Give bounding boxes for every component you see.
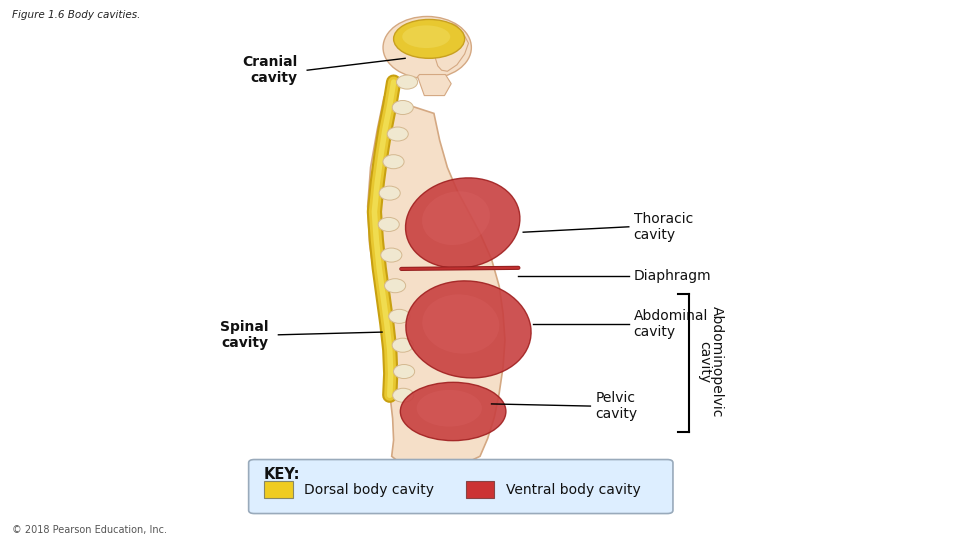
Text: Cranial
cavity: Cranial cavity [242, 55, 298, 85]
Ellipse shape [405, 178, 520, 268]
Text: Spinal
cavity: Spinal cavity [220, 320, 269, 350]
Ellipse shape [402, 25, 450, 48]
Text: Figure 1.6 Body cavities.: Figure 1.6 Body cavities. [12, 10, 140, 20]
Polygon shape [435, 22, 468, 71]
Ellipse shape [393, 100, 414, 114]
Ellipse shape [383, 154, 404, 168]
Polygon shape [368, 97, 505, 471]
Ellipse shape [389, 309, 410, 323]
Text: Ventral body cavity: Ventral body cavity [506, 483, 640, 497]
Ellipse shape [406, 281, 531, 378]
Text: Dorsal body cavity: Dorsal body cavity [304, 483, 434, 497]
Ellipse shape [383, 16, 471, 78]
Ellipse shape [385, 279, 406, 293]
Ellipse shape [379, 186, 400, 200]
Text: Abdominal
cavity: Abdominal cavity [634, 309, 708, 339]
Text: Diaphragm: Diaphragm [634, 269, 711, 284]
FancyBboxPatch shape [466, 481, 494, 498]
Ellipse shape [392, 338, 413, 352]
Ellipse shape [393, 388, 414, 402]
Text: Pelvic
cavity: Pelvic cavity [595, 391, 637, 421]
Ellipse shape [394, 364, 415, 379]
Ellipse shape [422, 191, 490, 245]
Ellipse shape [394, 19, 465, 58]
Text: Abdominopelvic
cavity: Abdominopelvic cavity [697, 306, 724, 417]
Text: Thoracic
cavity: Thoracic cavity [634, 212, 693, 242]
Text: © 2018 Pearson Education, Inc.: © 2018 Pearson Education, Inc. [12, 524, 166, 535]
Ellipse shape [422, 294, 499, 354]
Polygon shape [418, 75, 451, 96]
Ellipse shape [417, 390, 482, 427]
FancyBboxPatch shape [249, 460, 673, 514]
FancyBboxPatch shape [264, 481, 293, 498]
Ellipse shape [387, 127, 408, 141]
Ellipse shape [381, 248, 402, 262]
Ellipse shape [396, 75, 418, 89]
Ellipse shape [378, 218, 399, 232]
Ellipse shape [400, 382, 506, 441]
Text: KEY:: KEY: [264, 467, 300, 482]
